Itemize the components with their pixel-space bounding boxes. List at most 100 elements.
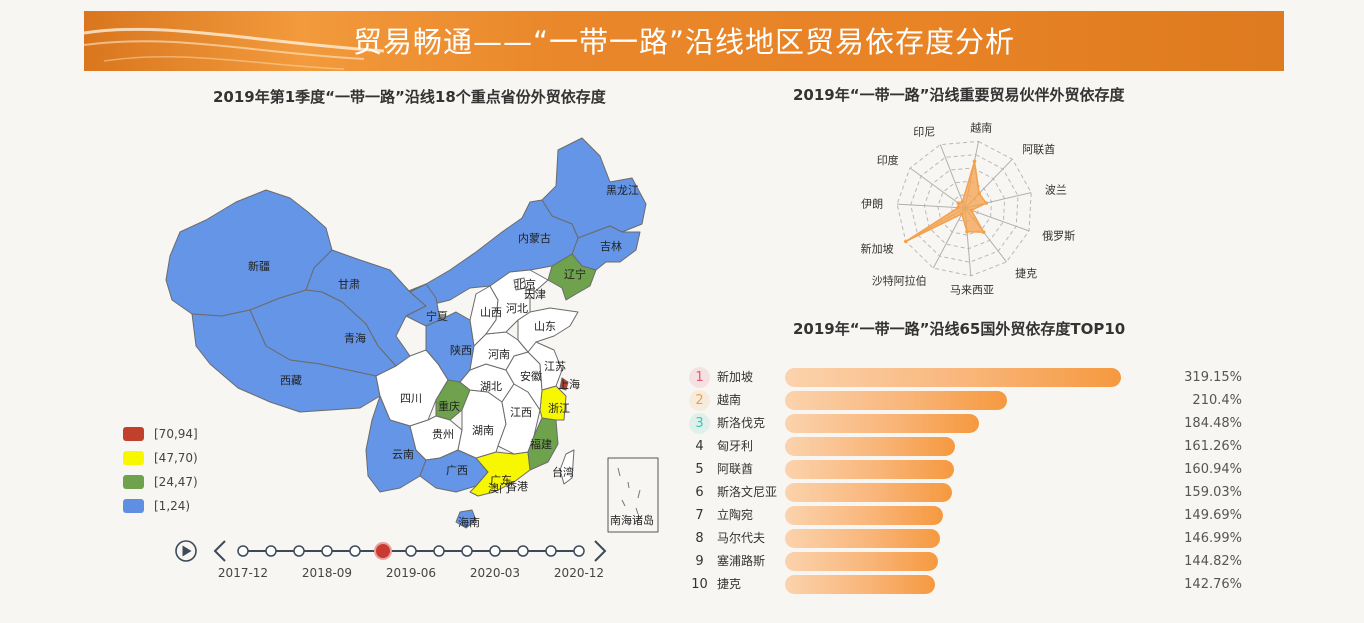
legend-label: [1,24) bbox=[154, 499, 191, 513]
ranking-bar[interactable] bbox=[785, 529, 940, 548]
region-beijing[interactable] bbox=[513, 277, 527, 291]
timeline-dot[interactable] bbox=[461, 545, 473, 557]
play-icon[interactable] bbox=[175, 540, 197, 562]
timeline-dot[interactable] bbox=[293, 545, 305, 557]
timeline-dot[interactable] bbox=[237, 545, 249, 557]
radar-point[interactable] bbox=[960, 212, 964, 216]
region-taiwan[interactable] bbox=[559, 449, 575, 485]
rank-badge: 4 bbox=[695, 439, 704, 454]
region-guangdong[interactable] bbox=[469, 451, 531, 497]
ranking-bar[interactable] bbox=[785, 368, 1121, 387]
region-shanghai[interactable] bbox=[559, 377, 569, 391]
region-shandong[interactable] bbox=[517, 307, 579, 353]
label-sichuan: 四川 bbox=[400, 392, 422, 405]
region-jiangsu[interactable] bbox=[527, 341, 563, 391]
region-tianjin[interactable] bbox=[525, 287, 535, 299]
ranking-row[interactable]: 1 新加坡 319.15% bbox=[686, 366, 1256, 389]
label-qinghai: 青海 bbox=[344, 331, 366, 345]
timeline-label: 2020-12 bbox=[554, 566, 604, 580]
label-shaanxi: 陕西 bbox=[450, 343, 472, 357]
chevron-right-icon[interactable] bbox=[594, 540, 607, 562]
radar-point[interactable] bbox=[904, 239, 908, 244]
rank-badge: 8 bbox=[695, 531, 704, 546]
timeline-dot[interactable] bbox=[321, 545, 333, 557]
label-jiangsu: 江苏 bbox=[544, 360, 566, 373]
page-header: 贸易畅通——“一带一路”沿线地区贸易依存度分析 bbox=[84, 11, 1284, 71]
timeline-dot[interactable] bbox=[405, 545, 417, 557]
timeline-dot[interactable] bbox=[545, 545, 557, 557]
radar-indicator-label: 新加坡 bbox=[861, 241, 894, 255]
label-hunan: 湖南 bbox=[472, 424, 494, 437]
rank-badge: 9 bbox=[695, 554, 704, 569]
ranking-bar[interactable] bbox=[785, 552, 938, 571]
timeline: 2017-12 2018-09 2019-06 2020-03 2020-12 bbox=[175, 540, 607, 580]
legend-item[interactable]: [24,47) bbox=[123, 470, 198, 494]
timeline-dot[interactable] bbox=[573, 545, 585, 557]
ranking-row[interactable]: 8 马尔代夫 146.99% bbox=[686, 527, 1256, 550]
timeline-dot[interactable] bbox=[349, 545, 361, 557]
map-title: 2019年第1季度“一带一路”沿线18个重点省份外贸依存度 bbox=[213, 88, 606, 106]
timeline-dot[interactable] bbox=[489, 545, 501, 557]
page-title: 贸易畅通——“一带一路”沿线地区贸易依存度分析 bbox=[352, 25, 1016, 59]
ranking-row[interactable]: 9 塞浦路斯 144.82% bbox=[686, 550, 1256, 573]
ranking-bar[interactable] bbox=[785, 414, 980, 433]
ranking-bar[interactable] bbox=[785, 575, 936, 594]
timeline-current-dot[interactable] bbox=[374, 542, 392, 560]
radar-point[interactable] bbox=[960, 199, 965, 204]
ranking-row[interactable]: 2 越南 210.4% bbox=[686, 389, 1256, 412]
label-hebei: 河北 bbox=[506, 302, 528, 315]
rank-badge: 1 bbox=[689, 367, 710, 388]
label-hainan: 海南 bbox=[458, 515, 480, 529]
label-henan: 河南 bbox=[488, 348, 510, 361]
label-chongqing: 重庆 bbox=[438, 399, 460, 413]
ranking-row[interactable]: 3 斯洛伐克 184.48% bbox=[686, 412, 1256, 435]
ranking-row[interactable]: 10 捷克 142.76% bbox=[686, 573, 1256, 596]
radar-point[interactable] bbox=[984, 201, 988, 205]
radar-point[interactable] bbox=[972, 159, 977, 164]
region-liaoning[interactable] bbox=[547, 253, 597, 301]
timeline-dot[interactable] bbox=[265, 545, 277, 557]
ranking-bar[interactable] bbox=[785, 437, 955, 456]
ranking-bar[interactable] bbox=[785, 460, 955, 479]
ranking-row[interactable]: 6 斯洛文尼亚 159.03% bbox=[686, 481, 1256, 504]
timeline-dot[interactable] bbox=[433, 545, 445, 557]
legend-item[interactable]: [70,94] bbox=[123, 422, 198, 446]
radar-point[interactable] bbox=[969, 208, 974, 213]
timeline-label: 2019-06 bbox=[386, 566, 436, 580]
country-label: 塞浦路斯 bbox=[717, 554, 766, 568]
label-tianjin: 天津 bbox=[524, 288, 546, 301]
label-zhejiang: 浙江 bbox=[548, 402, 570, 415]
ranking-bar[interactable] bbox=[785, 391, 1007, 410]
radar-point[interactable] bbox=[956, 205, 960, 210]
label-xinjiang: 新疆 bbox=[248, 259, 270, 273]
chevron-left-icon[interactable] bbox=[213, 540, 226, 562]
radar-point[interactable] bbox=[977, 191, 981, 196]
timeline-label: 2020-03 bbox=[470, 566, 520, 580]
region-yunnan[interactable] bbox=[365, 395, 427, 493]
legend-swatch bbox=[123, 499, 144, 513]
radar-indicator-label: 印度 bbox=[877, 153, 899, 167]
country-label: 匈牙利 bbox=[717, 439, 754, 453]
radar-point[interactable] bbox=[965, 229, 969, 234]
ranking-row[interactable]: 5 阿联酋 160.94% bbox=[686, 458, 1256, 481]
region-fujian[interactable] bbox=[527, 417, 559, 471]
label-taiwan: 台湾 bbox=[552, 465, 574, 479]
region-hainan[interactable] bbox=[455, 509, 477, 529]
ranking-row[interactable]: 7 立陶宛 149.69% bbox=[686, 504, 1256, 527]
ranking-bar[interactable] bbox=[785, 506, 943, 525]
rank-badge: 2 bbox=[689, 390, 710, 411]
nanhai-inset bbox=[607, 457, 659, 533]
radar-point[interactable] bbox=[981, 230, 986, 234]
legend-item[interactable]: [47,70) bbox=[123, 446, 198, 470]
ranking-row[interactable]: 4 匈牙利 161.26% bbox=[686, 435, 1256, 458]
timeline-dot[interactable] bbox=[517, 545, 529, 557]
rank-badge: 10 bbox=[691, 577, 708, 592]
label-shanghai: 上海 bbox=[558, 377, 580, 391]
radar-axis bbox=[897, 203, 966, 209]
region-hebei[interactable] bbox=[485, 269, 549, 335]
map-legend: [70,94] [47,70) [24,47) [1,24) bbox=[123, 422, 198, 518]
ranking-bar[interactable] bbox=[785, 483, 953, 502]
radar-point[interactable] bbox=[956, 201, 961, 205]
value-label: 319.15% bbox=[1184, 370, 1242, 385]
legend-item[interactable]: [1,24) bbox=[123, 494, 198, 518]
